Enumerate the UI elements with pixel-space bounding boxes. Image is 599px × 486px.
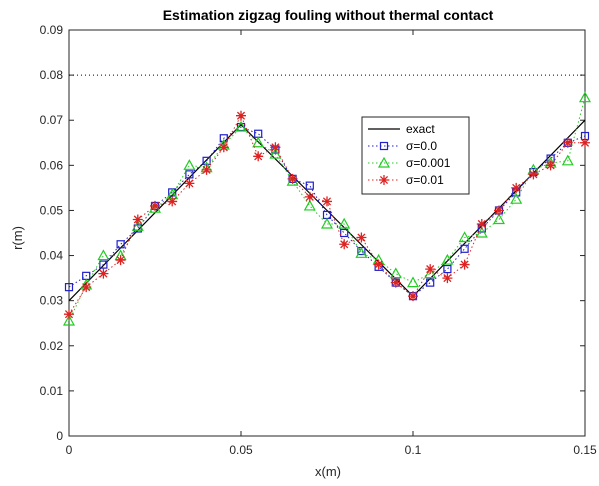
data-point (580, 137, 590, 148)
series-3 (64, 110, 590, 320)
data-point (236, 110, 246, 121)
legend-label: σ=0.01 (406, 173, 444, 187)
series-line (68, 126, 586, 297)
data-point (578, 91, 592, 103)
y-tick-label: 0.03 (40, 294, 64, 308)
x-tick-label: 0 (66, 443, 73, 457)
legend-marker (377, 156, 391, 168)
legend-label: σ=0.001 (406, 156, 451, 170)
data-point (320, 217, 334, 229)
data-point (269, 147, 282, 159)
legend-marker (379, 175, 389, 185)
data-point (287, 173, 298, 184)
data-point (64, 283, 74, 292)
y-tick-label: 0 (56, 429, 63, 443)
y-tick-label: 0.08 (40, 68, 64, 82)
data-point (390, 277, 401, 288)
data-point (339, 239, 350, 250)
data-point (234, 120, 248, 132)
x-tick-label: 0.05 (229, 443, 253, 457)
data-point (218, 142, 229, 153)
data-point (116, 240, 125, 249)
data-point (81, 282, 92, 293)
y-tick-label: 0.07 (40, 113, 64, 127)
data-point (389, 267, 402, 279)
data-point (545, 160, 556, 171)
data-point (322, 196, 332, 207)
data-point (408, 291, 418, 302)
y-tick-label: 0.09 (40, 23, 64, 37)
data-point (304, 191, 315, 202)
data-point (424, 267, 437, 279)
data-point (528, 169, 539, 180)
series-line (68, 97, 586, 322)
data-point (99, 260, 108, 269)
data-point (167, 196, 178, 207)
data-point (441, 253, 454, 265)
data-point (219, 134, 228, 143)
legend: exact σ=0.0 σ=0.001 σ=0.01 (361, 116, 470, 195)
data-point (98, 268, 109, 279)
data-point (425, 264, 436, 275)
data-point (305, 181, 314, 190)
data-point (252, 136, 265, 148)
data-point (340, 228, 349, 238)
data-point (356, 232, 367, 243)
legend-label: exact (406, 122, 435, 136)
data-point (150, 200, 160, 211)
x-tick-label: 0.1 (405, 443, 422, 457)
y-axis-label: r(m) (10, 226, 25, 250)
data-point (303, 199, 316, 211)
legend-box (361, 116, 470, 195)
data-point (201, 164, 212, 175)
axes-box (68, 29, 586, 437)
data-point (443, 264, 452, 274)
data-point (510, 192, 523, 204)
data-point (561, 154, 574, 166)
y-tick-label: 0.06 (40, 158, 64, 172)
data-point (270, 142, 281, 153)
data-point (355, 247, 368, 258)
data-point (476, 218, 487, 229)
data-point (511, 182, 522, 193)
data-point (97, 249, 110, 261)
data-point (253, 151, 264, 162)
x-axis-label: x(m) (315, 464, 341, 479)
x-tick-label: 0.15 (573, 443, 597, 457)
data-point (338, 217, 351, 229)
data-point (183, 159, 196, 170)
y-tick-label: 0.02 (40, 339, 64, 353)
chart-title: Estimation zigzag fouling without therma… (163, 7, 494, 23)
data-point (458, 231, 471, 243)
data-point (373, 259, 384, 270)
legend-marker (379, 141, 389, 151)
data-point (132, 214, 143, 225)
data-point (406, 276, 420, 288)
y-tick-label: 0.01 (40, 384, 64, 398)
data-point (115, 255, 126, 266)
data-point (64, 309, 74, 320)
plot-area: 0 0.01 0.02 0.03 0.04 0.05 0.06 0.07 0.08 0.09 0 0.… (40, 23, 597, 457)
data-point (62, 314, 76, 326)
data-point (460, 244, 469, 253)
data-point (494, 205, 504, 216)
data-point (475, 226, 488, 238)
data-point (202, 156, 211, 165)
data-point (185, 170, 194, 179)
data-point (442, 273, 453, 284)
data-point (492, 213, 506, 225)
data-point (426, 278, 435, 287)
data-point (459, 259, 470, 270)
legend-label: σ=0.0 (406, 139, 437, 153)
data-point (562, 137, 573, 148)
y-tick-label: 0.05 (40, 203, 64, 217)
y-tick-label: 0.04 (40, 249, 64, 263)
data-point (184, 178, 195, 189)
